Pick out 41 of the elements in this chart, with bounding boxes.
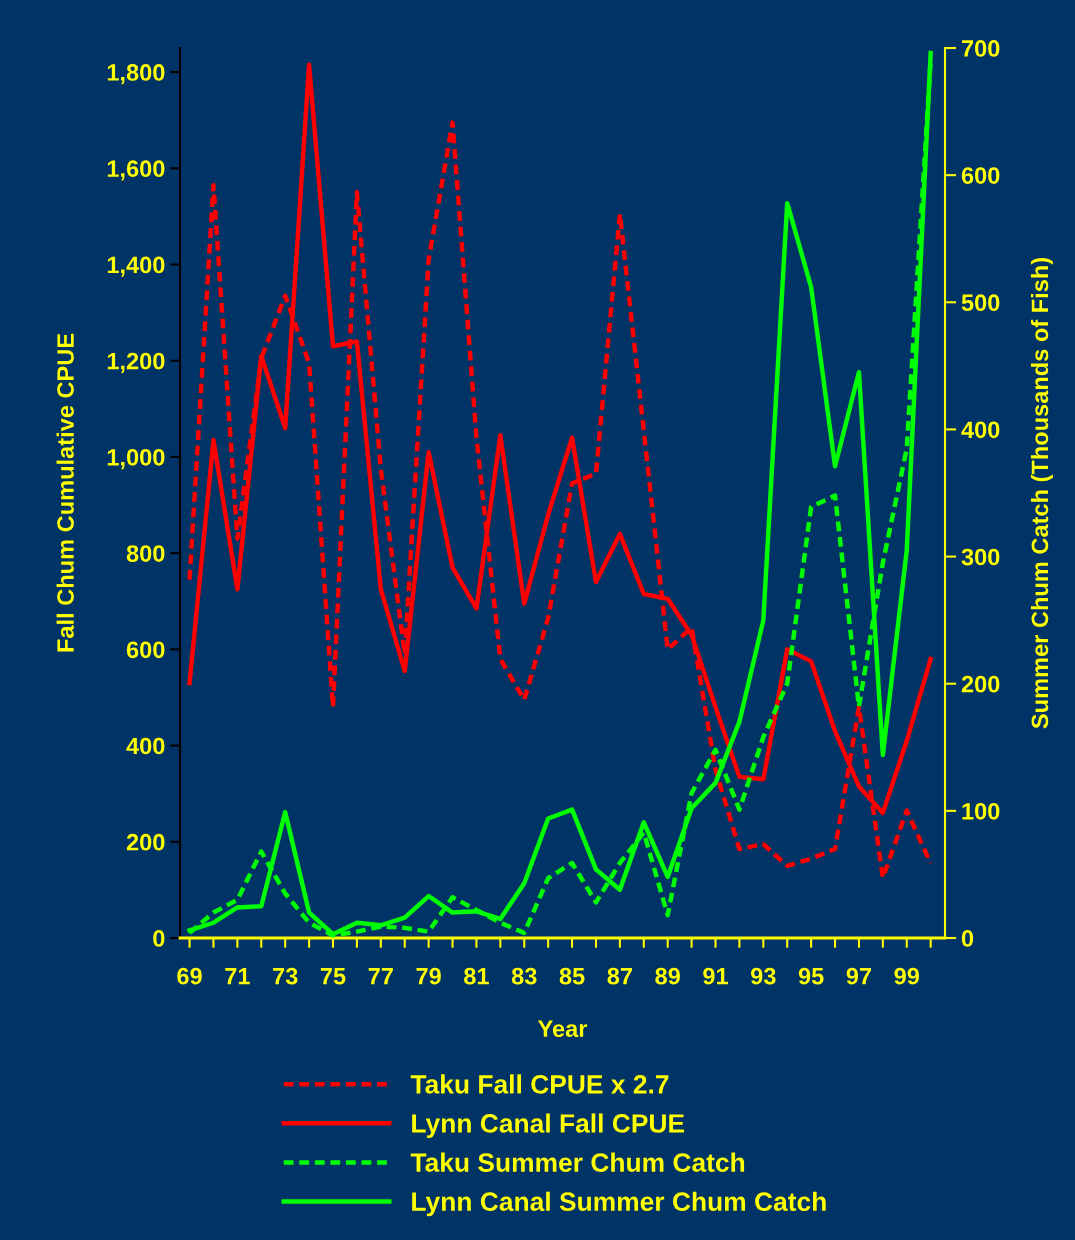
y-tick-label: 1,600 bbox=[107, 160, 165, 181]
y2-tick-label: 100 bbox=[962, 802, 1000, 820]
y-tick-label: 800 bbox=[126, 545, 165, 562]
y-tick-label: 0 bbox=[153, 930, 165, 947]
y-tick-label: 200 bbox=[126, 833, 165, 851]
y-tick-label: 400 bbox=[126, 737, 165, 755]
x-tick-label: 85 bbox=[559, 967, 585, 985]
y2-tick-label: 500 bbox=[961, 294, 1000, 312]
x-tick-label: 69 bbox=[177, 967, 202, 985]
y2-tick-label: 700 bbox=[961, 40, 1000, 57]
legend-label: Lynn Canal Summer Chum Catch bbox=[412, 1191, 826, 1217]
x-tick-label: 93 bbox=[751, 967, 776, 985]
x-tick-label: 87 bbox=[607, 967, 632, 985]
y-tick-label: 1,800 bbox=[107, 64, 165, 85]
y2-tick-label: 300 bbox=[961, 548, 1000, 566]
x-tick-label: 97 bbox=[846, 967, 872, 985]
x-tick-label: 81 bbox=[464, 967, 489, 985]
x-tick-label: 83 bbox=[511, 967, 537, 985]
x-tick-label: 91 bbox=[703, 967, 728, 985]
legend-label: Taku Fall CPUE x 2.7 bbox=[410, 1074, 669, 1094]
legend-label: Taku Summer Chum Catch bbox=[410, 1152, 745, 1172]
x-axis-title: Year bbox=[537, 1020, 588, 1038]
y-tick-label: 1,400 bbox=[107, 256, 165, 277]
y-tick-label: 600 bbox=[126, 641, 165, 659]
x-tick-label: 77 bbox=[368, 968, 393, 985]
x-tick-label: 95 bbox=[798, 967, 824, 985]
x-tick-label: 75 bbox=[320, 968, 346, 985]
y2-tick-label: 0 bbox=[961, 930, 974, 947]
x-tick-label: 71 bbox=[225, 968, 250, 985]
y2-axis-title: Summer Chum Catch (Thousands of Fish) bbox=[1030, 258, 1053, 729]
y-axis-title: Fall Chum Cumulative CPUE bbox=[56, 333, 74, 652]
y-tick-label: 1,200 bbox=[107, 352, 165, 373]
y2-tick-label: 600 bbox=[961, 167, 1000, 184]
y2-tick-label: 400 bbox=[961, 421, 1000, 439]
legend-label: Lynn Canal Fall CPUE bbox=[412, 1113, 685, 1139]
x-tick-label: 89 bbox=[655, 967, 680, 985]
y2-tick-label: 200 bbox=[961, 675, 1000, 693]
x-tick-label: 79 bbox=[416, 967, 441, 985]
x-tick-label: 99 bbox=[894, 967, 920, 985]
y-tick-label: 1,000 bbox=[107, 448, 165, 470]
x-tick-label: 73 bbox=[273, 967, 298, 985]
